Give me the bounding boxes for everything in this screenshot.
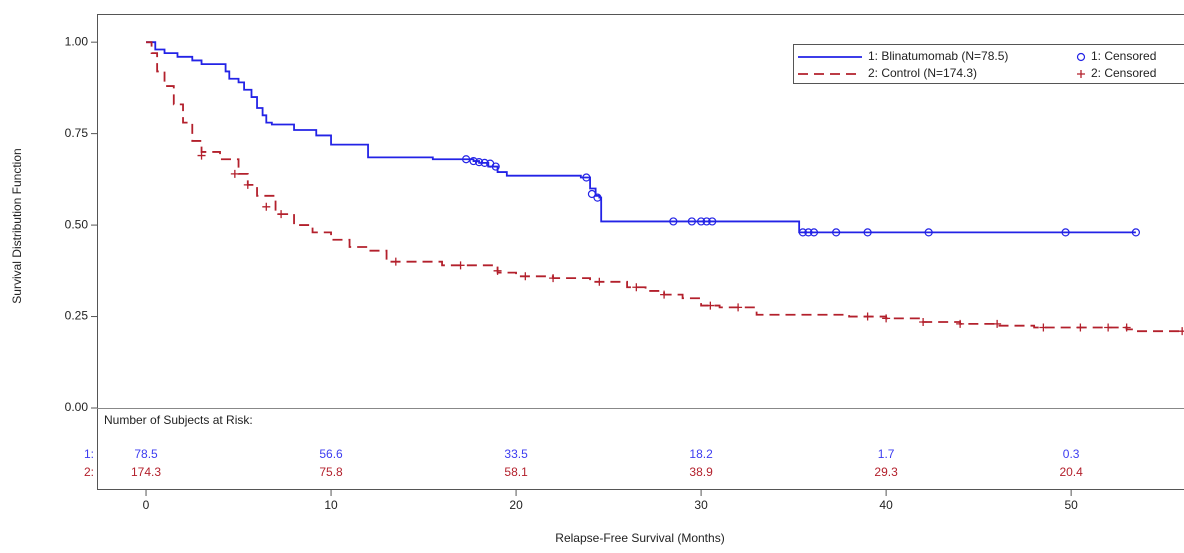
y-tick-label: 0.75 — [65, 126, 89, 140]
censor-marker — [457, 261, 465, 269]
censor-marker — [262, 203, 270, 211]
legend-label: 1: Censored — [1091, 49, 1156, 63]
y-tick-label: 1.00 — [65, 34, 89, 48]
censor-marker — [521, 272, 529, 280]
x-tick-label: 0 — [143, 498, 150, 512]
censor-marker — [882, 314, 890, 322]
censor-marker — [549, 274, 557, 282]
censor-marker — [392, 258, 400, 266]
risk-value: 18.2 — [689, 447, 713, 461]
censor-marker — [864, 313, 872, 321]
risk-row-label: 1: — [84, 447, 94, 461]
x-tick-label: 50 — [1064, 498, 1078, 512]
censor-marker — [595, 278, 603, 286]
survival-curve — [146, 42, 1182, 331]
y-tick-label: 0.50 — [65, 217, 89, 231]
risk-value: 78.5 — [134, 447, 158, 461]
censor-marker — [1178, 327, 1184, 335]
x-tick-label: 40 — [879, 498, 893, 512]
risk-value: 174.3 — [131, 465, 161, 479]
censor-marker — [231, 170, 239, 178]
legend-label: 2: Control (N=174.3) — [868, 66, 977, 80]
censor-marker — [956, 320, 964, 328]
x-tick-label: 20 — [509, 498, 523, 512]
risk-value: 1.7 — [878, 447, 895, 461]
censor-marker — [277, 210, 285, 218]
risk-table-title: Number of Subjects at Risk: — [104, 413, 253, 427]
risk-value: 56.6 — [319, 447, 343, 461]
risk-value: 29.3 — [874, 465, 898, 479]
censor-marker — [734, 303, 742, 311]
risk-value: 58.1 — [504, 465, 528, 479]
censor-marker — [494, 267, 502, 275]
censor-marker — [919, 318, 927, 326]
x-tick-label: 30 — [694, 498, 708, 512]
risk-value: 20.4 — [1059, 465, 1083, 479]
plot-frame — [98, 15, 1184, 490]
risk-value: 33.5 — [504, 447, 528, 461]
y-tick-label: 0.00 — [65, 400, 89, 414]
legend-label: 2: Censored — [1091, 66, 1156, 80]
censor-marker — [1104, 324, 1112, 332]
censor-marker — [1076, 324, 1084, 332]
x-tick-label: 10 — [324, 498, 338, 512]
x-axis-label: Relapse-Free Survival (Months) — [555, 531, 724, 545]
legend-label: 1: Blinatumomab (N=78.5) — [868, 49, 1008, 63]
censor-marker — [1039, 324, 1047, 332]
risk-row-label: 2: — [84, 465, 94, 479]
risk-value: 75.8 — [319, 465, 343, 479]
censor-marker — [244, 181, 252, 189]
censor-marker — [660, 291, 668, 299]
censor-marker — [632, 283, 640, 291]
censor-marker — [993, 320, 1001, 328]
censor-marker — [706, 302, 714, 310]
risk-value: 0.3 — [1063, 447, 1080, 461]
y-axis-label: Survival Distribution Function — [10, 148, 24, 303]
y-tick-label: 0.25 — [65, 309, 89, 323]
censor-marker — [1123, 324, 1131, 332]
plot-area — [146, 42, 1184, 335]
risk-value: 38.9 — [689, 465, 713, 479]
